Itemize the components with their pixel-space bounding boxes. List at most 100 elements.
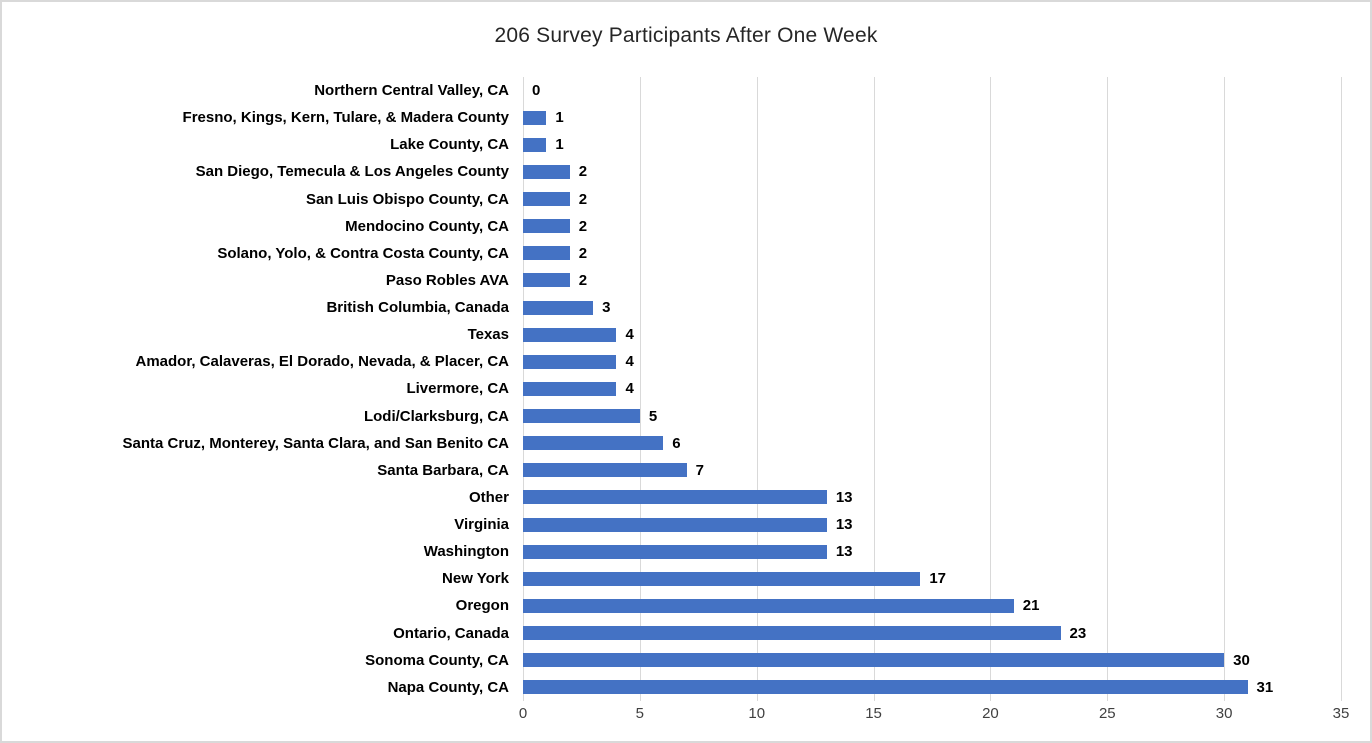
x-axis-tick-label: 5	[635, 705, 645, 722]
bar-value-label: 13	[835, 516, 853, 534]
bar-value-label: 31	[1256, 678, 1274, 696]
bar-row: 5	[523, 403, 1341, 430]
bar-row: 13	[523, 484, 1341, 511]
category-label: San Luis Obispo County, CA	[305, 190, 509, 208]
bar-row: 2	[523, 267, 1341, 294]
bar-value-label: 23	[1069, 624, 1087, 642]
category-label: Virginia	[454, 516, 509, 534]
bar-value-label: 2	[578, 163, 588, 181]
category-label: Amador, Calaveras, El Dorado, Nevada, & …	[135, 353, 510, 371]
bar-value-label: 4	[625, 380, 634, 398]
bar-value-label: 17	[929, 570, 946, 588]
bar-value-label: 2	[578, 271, 588, 289]
bar-value-label: 1	[555, 109, 564, 127]
bar-row: 13	[523, 538, 1341, 565]
category-label: Livermore, CA	[406, 380, 509, 398]
category-label: Ontario, Canada	[393, 624, 509, 642]
bar-value-label: 7	[695, 461, 704, 479]
x-axis-tick-label: 10	[748, 705, 766, 722]
bar-row: 1	[523, 104, 1341, 131]
bar	[523, 246, 570, 261]
bar	[523, 409, 640, 424]
bar-row: 4	[523, 321, 1341, 348]
bar	[523, 192, 570, 207]
bar-row: 3	[523, 294, 1341, 321]
bar-row: 2	[523, 213, 1341, 240]
gridline	[639, 77, 641, 701]
bar-value-label: 6	[672, 434, 681, 452]
category-label: Solano, Yolo, & Contra Costa County, CA	[217, 244, 509, 262]
bar-value-label: 5	[648, 407, 658, 425]
bar-row: 30	[523, 647, 1341, 674]
category-label: Fresno, Kings, Kern, Tulare, & Madera Co…	[182, 109, 509, 127]
plot-area: 0 1 1 2 2 2 2 2 3 4 4 4 5 6 7 13 13 13 17 21 23 30 31	[523, 77, 1342, 701]
bar	[523, 626, 1061, 641]
bar-value-label: 3	[602, 299, 611, 317]
category-label: Napa County, CA	[387, 678, 509, 696]
category-label: Oregon	[455, 597, 509, 615]
gridline	[873, 77, 875, 701]
bar	[523, 164, 570, 179]
category-label: Northern Central Valley, CA	[314, 82, 509, 100]
bar-row: 2	[523, 158, 1341, 185]
bar	[523, 463, 687, 478]
bar-value-label: 13	[835, 488, 853, 506]
x-axis-tick-label: 20	[982, 705, 999, 722]
bar-value-label: 13	[835, 543, 853, 561]
bar-value-label: 30	[1233, 651, 1250, 669]
category-labels: Northern Central Valley, CA Fresno, Kings…	[2, 77, 509, 701]
category-label: Santa Cruz, Monterey, Santa Clara, and S…	[122, 434, 509, 452]
bar	[523, 300, 594, 315]
bar-row: 2	[523, 186, 1341, 213]
category-label: Lake County, CA	[390, 136, 509, 154]
bar-value-label: 1	[555, 136, 564, 154]
category-label: Texas	[467, 326, 509, 344]
bar	[523, 219, 570, 234]
bar-value-label: 2	[578, 244, 588, 262]
bar	[523, 653, 1225, 668]
bar-row: 4	[523, 348, 1341, 375]
bar	[523, 544, 827, 559]
category-label: Washington	[423, 543, 509, 561]
x-axis-tick-label: 35	[1332, 705, 1350, 722]
bar-row: 31	[523, 674, 1341, 701]
bar-row: 1	[523, 131, 1341, 158]
bars-area: 0 1 1 2 2 2 2 2 3 4 4 4 5 6 7 13 13 13 17 21 23 30 31	[523, 77, 1341, 701]
bar-value-label: 4	[625, 353, 634, 371]
bar-row: 13	[523, 511, 1341, 538]
bar	[523, 490, 827, 505]
gridline	[1224, 77, 1226, 701]
x-axis-tick-label: 30	[1215, 705, 1233, 722]
category-label: Other	[468, 488, 509, 506]
bar	[523, 598, 1014, 613]
bar	[523, 273, 570, 288]
gridline	[1107, 77, 1109, 701]
category-label: San Diego, Temecula & Los Angeles County	[195, 163, 509, 181]
category-label: Santa Barbara, CA	[377, 461, 509, 479]
gridline	[756, 77, 758, 701]
bar	[523, 327, 617, 342]
bar-value-label: 4	[625, 326, 634, 344]
chart-title: 206 Survey Participants After One Week	[494, 24, 878, 47]
bar	[523, 137, 547, 152]
bar-row: 6	[523, 430, 1341, 457]
bar-value-label: 0	[532, 82, 541, 100]
category-label: Mendocino County, CA	[345, 217, 509, 235]
bar	[523, 517, 827, 532]
bar	[523, 354, 617, 369]
category-label: New York	[442, 570, 509, 588]
category-label: Sonoma County, CA	[365, 651, 509, 669]
x-axis-tick-label: 15	[865, 705, 882, 722]
bar-value-label: 21	[1022, 597, 1040, 615]
bar-row: 23	[523, 620, 1341, 647]
bar-row: 0	[523, 77, 1341, 104]
bar-row: 21	[523, 592, 1341, 619]
bar	[523, 381, 617, 396]
gridline	[1341, 77, 1342, 701]
bar	[523, 571, 921, 586]
gridline	[990, 77, 992, 701]
bar-row: 4	[523, 375, 1341, 402]
x-axis-tick-label: 25	[1098, 705, 1116, 722]
category-label: Paso Robles AVA	[385, 271, 509, 289]
